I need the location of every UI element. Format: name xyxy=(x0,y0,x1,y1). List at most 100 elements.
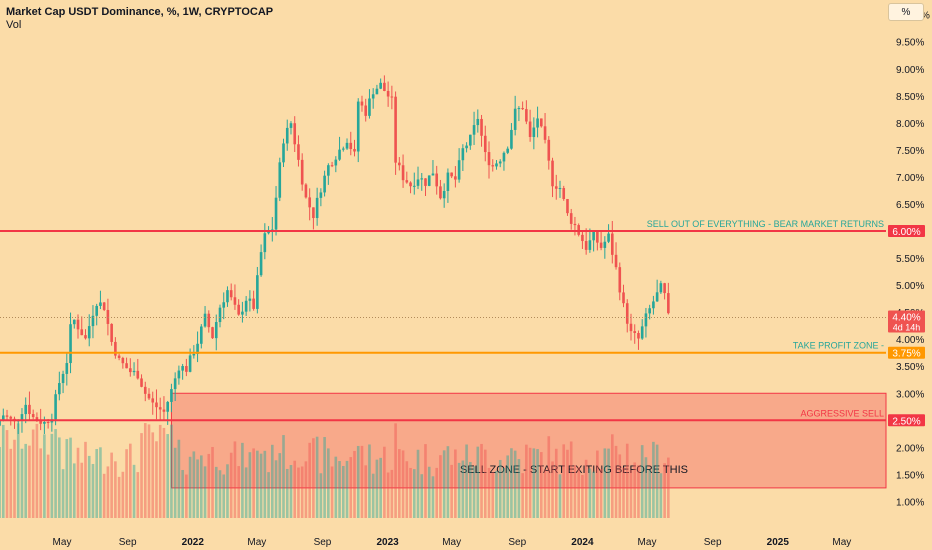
candle-2023-12-04[interactable] xyxy=(566,199,569,214)
candle-2022-01-17[interactable] xyxy=(200,326,203,344)
candle-2021-11-08[interactable] xyxy=(162,409,166,412)
candle-2023-07-31[interactable] xyxy=(498,161,502,164)
candle-2024-02-26[interactable] xyxy=(610,233,614,255)
candle-2023-09-25[interactable] xyxy=(528,121,532,138)
candle-2023-11-27[interactable] xyxy=(562,188,566,200)
candle-2022-03-28[interactable] xyxy=(237,304,240,315)
candle-2023-01-02[interactable] xyxy=(386,90,390,97)
candle-2021-08-16[interactable] xyxy=(117,355,121,358)
candle-2021-03-15[interactable] xyxy=(35,417,39,421)
candle-2022-09-05[interactable] xyxy=(323,175,326,193)
candle-2021-08-02[interactable] xyxy=(110,323,113,342)
candle-2021-07-12[interactable] xyxy=(99,302,102,306)
candle-2022-12-12[interactable] xyxy=(375,88,379,95)
candle-2023-10-16[interactable] xyxy=(540,118,543,127)
candle-2021-09-13[interactable] xyxy=(132,370,136,373)
candle-2022-05-23[interactable] xyxy=(267,231,270,234)
candle-2022-08-15[interactable] xyxy=(312,207,315,219)
candle-2022-03-14[interactable] xyxy=(229,290,233,298)
candle-2022-08-08[interactable] xyxy=(308,197,311,208)
candle-2021-02-22[interactable] xyxy=(24,404,28,415)
candle-2023-09-04[interactable] xyxy=(517,108,521,110)
candle-2022-07-11[interactable] xyxy=(293,123,297,145)
candle-2023-01-16[interactable] xyxy=(394,96,397,163)
candle-2021-08-30[interactable] xyxy=(125,363,128,369)
candle-2021-04-26[interactable] xyxy=(58,383,61,395)
candle-2023-04-10[interactable] xyxy=(439,186,442,199)
candle-2024-03-11[interactable] xyxy=(618,267,622,293)
candle-2021-06-07[interactable] xyxy=(80,329,84,336)
candle-2023-07-24[interactable] xyxy=(495,163,498,167)
candle-2022-03-21[interactable] xyxy=(233,297,237,305)
candle-2023-11-06[interactable] xyxy=(551,160,554,187)
candle-2023-10-30[interactable] xyxy=(547,139,551,161)
candle-2023-05-15[interactable] xyxy=(457,160,461,180)
candle-2022-02-14[interactable] xyxy=(214,322,218,339)
candle-2023-06-26[interactable] xyxy=(480,118,483,136)
candle-2022-09-26[interactable] xyxy=(334,159,338,166)
candle-2022-11-28[interactable] xyxy=(368,98,371,116)
candle-2022-05-02[interactable] xyxy=(256,275,259,309)
candle-2021-06-28[interactable] xyxy=(91,315,95,327)
candle-2022-09-12[interactable] xyxy=(327,165,330,176)
candle-2021-04-19[interactable] xyxy=(54,394,57,420)
candle-2022-11-14[interactable] xyxy=(360,101,364,106)
candle-2023-09-11[interactable] xyxy=(521,108,524,110)
candle-2024-05-27[interactable] xyxy=(659,283,663,293)
candle-2022-02-28[interactable] xyxy=(222,302,226,308)
candle-2022-10-03[interactable] xyxy=(338,149,341,160)
candle-2023-02-20[interactable] xyxy=(412,185,416,187)
candle-2023-06-05[interactable] xyxy=(469,134,472,146)
candle-2024-04-29[interactable] xyxy=(644,313,648,327)
candle-2023-03-27[interactable] xyxy=(431,173,435,176)
candle-2023-02-06[interactable] xyxy=(405,180,409,183)
candle-2024-05-06[interactable] xyxy=(648,308,651,314)
candle-2021-11-01[interactable] xyxy=(158,407,162,410)
candle-2021-05-17[interactable] xyxy=(69,324,72,364)
candle-2022-04-04[interactable] xyxy=(241,311,244,315)
candle-2022-04-11[interactable] xyxy=(244,300,248,312)
candle-2022-06-06[interactable] xyxy=(274,197,278,230)
candle-2021-01-18[interactable] xyxy=(5,415,9,417)
candle-2023-10-09[interactable] xyxy=(536,118,539,128)
candle-2021-10-18[interactable] xyxy=(151,398,155,403)
candle-2021-10-04[interactable] xyxy=(143,386,147,394)
candle-2021-02-15[interactable] xyxy=(20,414,24,420)
candle-2023-09-18[interactable] xyxy=(525,109,528,122)
candle-2021-11-29[interactable] xyxy=(173,378,177,390)
candle-2022-08-01[interactable] xyxy=(304,184,308,198)
candle-2023-01-09[interactable] xyxy=(390,96,394,98)
candle-2022-12-19[interactable] xyxy=(379,82,382,89)
candle-2021-05-10[interactable] xyxy=(65,363,69,374)
candle-2024-02-05[interactable] xyxy=(599,242,603,248)
candle-2021-03-01[interactable] xyxy=(28,404,31,415)
candle-2023-10-02[interactable] xyxy=(532,127,536,138)
candle-2023-10-23[interactable] xyxy=(543,126,547,140)
candle-2021-05-03[interactable] xyxy=(61,373,65,384)
candle-2024-04-15[interactable] xyxy=(637,333,640,339)
candle-2021-12-06[interactable] xyxy=(177,370,181,379)
candle-2024-06-03[interactable] xyxy=(663,283,666,294)
candle-2024-05-20[interactable] xyxy=(655,292,659,302)
candle-2022-08-22[interactable] xyxy=(315,197,319,219)
candle-2022-10-10[interactable] xyxy=(341,148,345,150)
candle-2021-03-22[interactable] xyxy=(39,420,42,424)
candle-2022-12-05[interactable] xyxy=(371,94,375,99)
candle-2022-06-13[interactable] xyxy=(278,162,282,198)
candle-2024-02-12[interactable] xyxy=(603,241,607,248)
candle-2022-02-07[interactable] xyxy=(211,327,214,339)
candle-2022-12-26[interactable] xyxy=(383,82,386,91)
percent-scale-button[interactable]: % xyxy=(888,3,924,21)
candle-2023-07-03[interactable] xyxy=(483,135,487,153)
candle-2021-09-27[interactable] xyxy=(140,378,143,387)
candle-2023-12-11[interactable] xyxy=(569,213,573,224)
candle-2022-11-07[interactable] xyxy=(356,101,360,152)
candle-2023-08-07[interactable] xyxy=(502,152,506,162)
candle-2022-10-24[interactable] xyxy=(349,142,353,150)
candle-2024-04-08[interactable] xyxy=(633,331,637,334)
candle-2022-10-31[interactable] xyxy=(353,149,356,152)
candle-2023-05-22[interactable] xyxy=(461,148,465,161)
candle-2021-08-23[interactable] xyxy=(121,357,125,364)
candle-2023-04-24[interactable] xyxy=(446,172,450,191)
